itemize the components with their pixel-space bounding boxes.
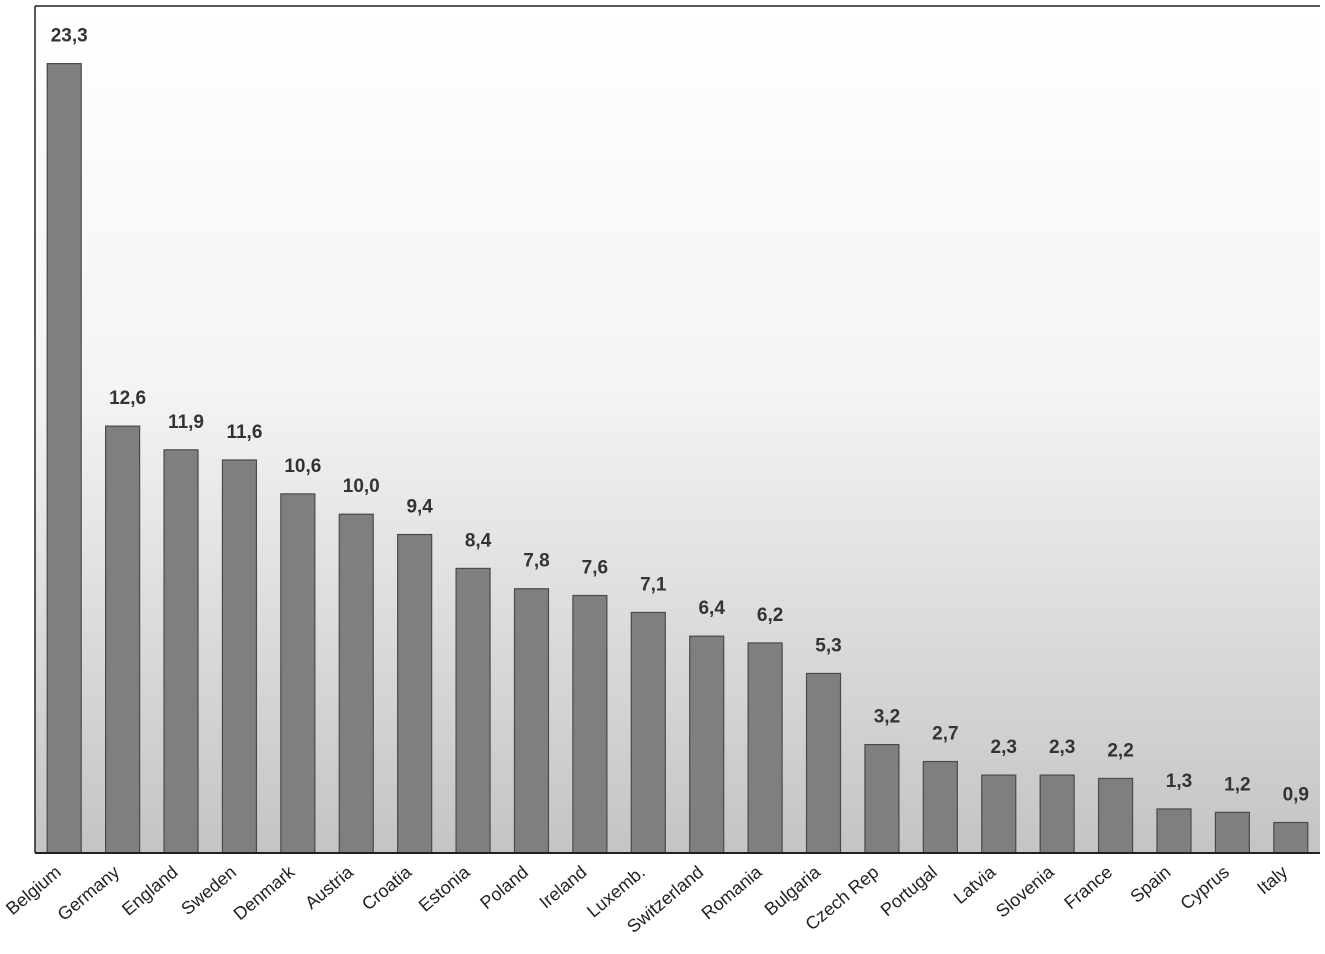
x-tick-label: Slovenia bbox=[992, 861, 1059, 921]
x-tick-label: Romania bbox=[698, 861, 767, 923]
x-tick-label: Austria bbox=[301, 861, 358, 913]
bar bbox=[864, 743, 900, 854]
bar bbox=[981, 774, 1017, 854]
bar bbox=[338, 513, 374, 854]
x-tick-label: Denmark bbox=[230, 861, 300, 924]
bar bbox=[805, 672, 842, 854]
value-label: 2,7 bbox=[932, 724, 958, 745]
value-label: 2,2 bbox=[1107, 740, 1133, 761]
value-label: 11,6 bbox=[226, 422, 262, 443]
bar bbox=[397, 533, 433, 854]
bar bbox=[513, 588, 550, 854]
value-label: 10,0 bbox=[343, 476, 380, 497]
bar bbox=[1156, 808, 1192, 854]
value-label: 23,3 bbox=[51, 26, 88, 47]
value-label: 2,3 bbox=[991, 737, 1017, 758]
value-label: 2,3 bbox=[1049, 737, 1075, 758]
x-tick-label: Portugal bbox=[877, 862, 941, 920]
x-tick-label: Croatia bbox=[358, 861, 416, 914]
value-label: 12,6 bbox=[109, 388, 146, 409]
value-label: 5,3 bbox=[815, 635, 841, 656]
bar bbox=[572, 594, 608, 854]
x-tick-label: Poland bbox=[476, 862, 532, 913]
value-label: 10,6 bbox=[284, 456, 321, 477]
value-label: 11,9 bbox=[168, 412, 204, 433]
bar bbox=[455, 567, 491, 854]
x-tick-label: Spain bbox=[1126, 862, 1174, 907]
value-label: 9,4 bbox=[406, 497, 433, 518]
bar bbox=[163, 449, 199, 854]
bar bbox=[105, 425, 141, 854]
x-tick-label: Latvia bbox=[950, 861, 1000, 908]
value-label: 1,3 bbox=[1166, 771, 1192, 792]
bar bbox=[1039, 774, 1075, 854]
value-label: 6,4 bbox=[698, 598, 725, 619]
x-tick-label: Cyprus bbox=[1176, 862, 1233, 914]
value-label: 1,2 bbox=[1224, 774, 1250, 795]
bar bbox=[221, 459, 258, 854]
bar bbox=[1097, 777, 1134, 854]
x-tick-label: Ireland bbox=[535, 862, 590, 913]
bar bbox=[1214, 811, 1250, 854]
value-label: 3,2 bbox=[874, 707, 900, 728]
x-tick-label: Italy bbox=[1253, 862, 1291, 899]
value-label: 7,1 bbox=[640, 574, 667, 595]
bar bbox=[280, 493, 316, 854]
bar bbox=[630, 611, 666, 854]
x-tick-label: Germany bbox=[54, 862, 124, 925]
x-tick-label: Estonia bbox=[415, 861, 475, 916]
value-label: 7,8 bbox=[523, 551, 549, 572]
value-label: 7,6 bbox=[582, 558, 608, 579]
bar bbox=[922, 760, 958, 854]
value-label: 0,9 bbox=[1283, 785, 1309, 806]
bar bbox=[689, 635, 725, 854]
bar bbox=[747, 642, 783, 854]
value-label: 6,2 bbox=[757, 605, 783, 626]
value-label: 8,4 bbox=[465, 530, 492, 551]
x-tick-label: England bbox=[118, 862, 181, 920]
bar bbox=[1273, 821, 1309, 854]
bar bbox=[46, 62, 82, 854]
x-tick-label: France bbox=[1060, 862, 1116, 913]
